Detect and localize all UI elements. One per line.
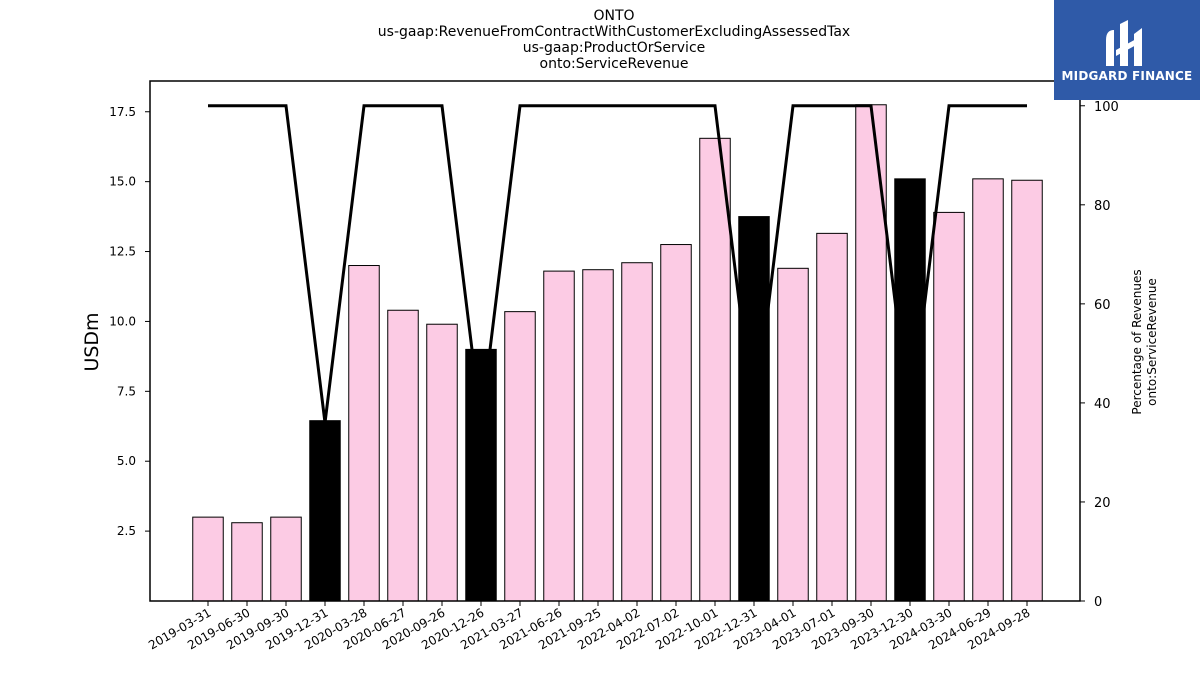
bar-2021-09-25 bbox=[582, 269, 614, 602]
y-tick-label: 10.0 bbox=[109, 314, 136, 328]
bar-2020-03-28 bbox=[348, 265, 380, 602]
bar-2022-10-01 bbox=[699, 137, 731, 602]
bar-2020-06-27 bbox=[387, 309, 419, 602]
y-axis-label: USDm bbox=[81, 312, 103, 371]
bar-2023-04-01 bbox=[777, 267, 809, 602]
percentage-line bbox=[208, 104, 1027, 423]
bar-2023-07-01 bbox=[816, 232, 848, 602]
y-tick-label: 2.5 bbox=[117, 524, 136, 538]
y-tick-label: 17.5 bbox=[109, 105, 136, 119]
bar-2022-12-31 bbox=[738, 216, 770, 602]
bar-2022-04-02 bbox=[621, 262, 653, 602]
x-axis: 2019-03-312019-06-302019-09-302019-12-31… bbox=[146, 601, 1033, 652]
y2-tick-label: 100 bbox=[1094, 100, 1119, 115]
title-line-ticker: ONTO bbox=[593, 8, 635, 24]
bar-2024-03-30 bbox=[933, 211, 965, 602]
brand-logo: MIDGARD FINANCE bbox=[1054, 0, 1200, 100]
title-line-axis: us-gaap:ProductOrService bbox=[522, 40, 706, 56]
bar-2024-09-28 bbox=[1011, 179, 1043, 602]
y-tick-label: 15.0 bbox=[109, 175, 136, 189]
y2-tick-label: 0 bbox=[1094, 595, 1102, 610]
logo-text: MIDGARD FINANCE bbox=[1061, 69, 1193, 83]
bar-2020-12-26 bbox=[465, 348, 497, 602]
y2-axis-label-line1: Percentage of Revenues bbox=[1130, 269, 1144, 414]
bar-2023-09-30 bbox=[855, 104, 887, 602]
bar-2022-07-02 bbox=[660, 244, 692, 602]
y-axis-right: 0 20 40 60 80 100 bbox=[1080, 100, 1119, 610]
title-line-concept: us-gaap:RevenueFromContractWithCustomerE… bbox=[377, 24, 851, 40]
bar-2019-09-30 bbox=[270, 516, 302, 602]
y-tick-label: 12.5 bbox=[109, 245, 136, 259]
y2-tick-label: 60 bbox=[1094, 298, 1111, 313]
y2-tick-label: 80 bbox=[1094, 199, 1111, 214]
bar-2021-06-26 bbox=[543, 270, 575, 602]
bar-2021-03-27 bbox=[504, 311, 536, 602]
y2-tick-label: 20 bbox=[1094, 496, 1111, 511]
bar-2024-06-29 bbox=[972, 178, 1004, 602]
bar-2023-12-30 bbox=[894, 178, 926, 602]
y2-tick-label: 40 bbox=[1094, 397, 1111, 412]
plot-frame bbox=[149, 80, 1081, 602]
bar-group bbox=[192, 104, 1043, 602]
bar-2019-06-30 bbox=[231, 522, 263, 602]
percentage-line-group bbox=[208, 104, 1027, 423]
bar-2019-12-31 bbox=[309, 420, 341, 602]
y-tick-label: 7.5 bbox=[117, 384, 136, 398]
y-axis-left: 2.5 5.0 7.5 10.0 12.5 15.0 17.5 bbox=[109, 105, 150, 538]
y2-axis-label-line2: onto:ServiceRevenue bbox=[1145, 278, 1159, 406]
y-tick-label: 5.0 bbox=[117, 454, 136, 468]
logo-mark-icon bbox=[1106, 20, 1142, 66]
bar-2019-03-31 bbox=[192, 516, 224, 602]
bar-2020-09-26 bbox=[426, 323, 458, 602]
title-line-member: onto:ServiceRevenue bbox=[539, 56, 689, 72]
